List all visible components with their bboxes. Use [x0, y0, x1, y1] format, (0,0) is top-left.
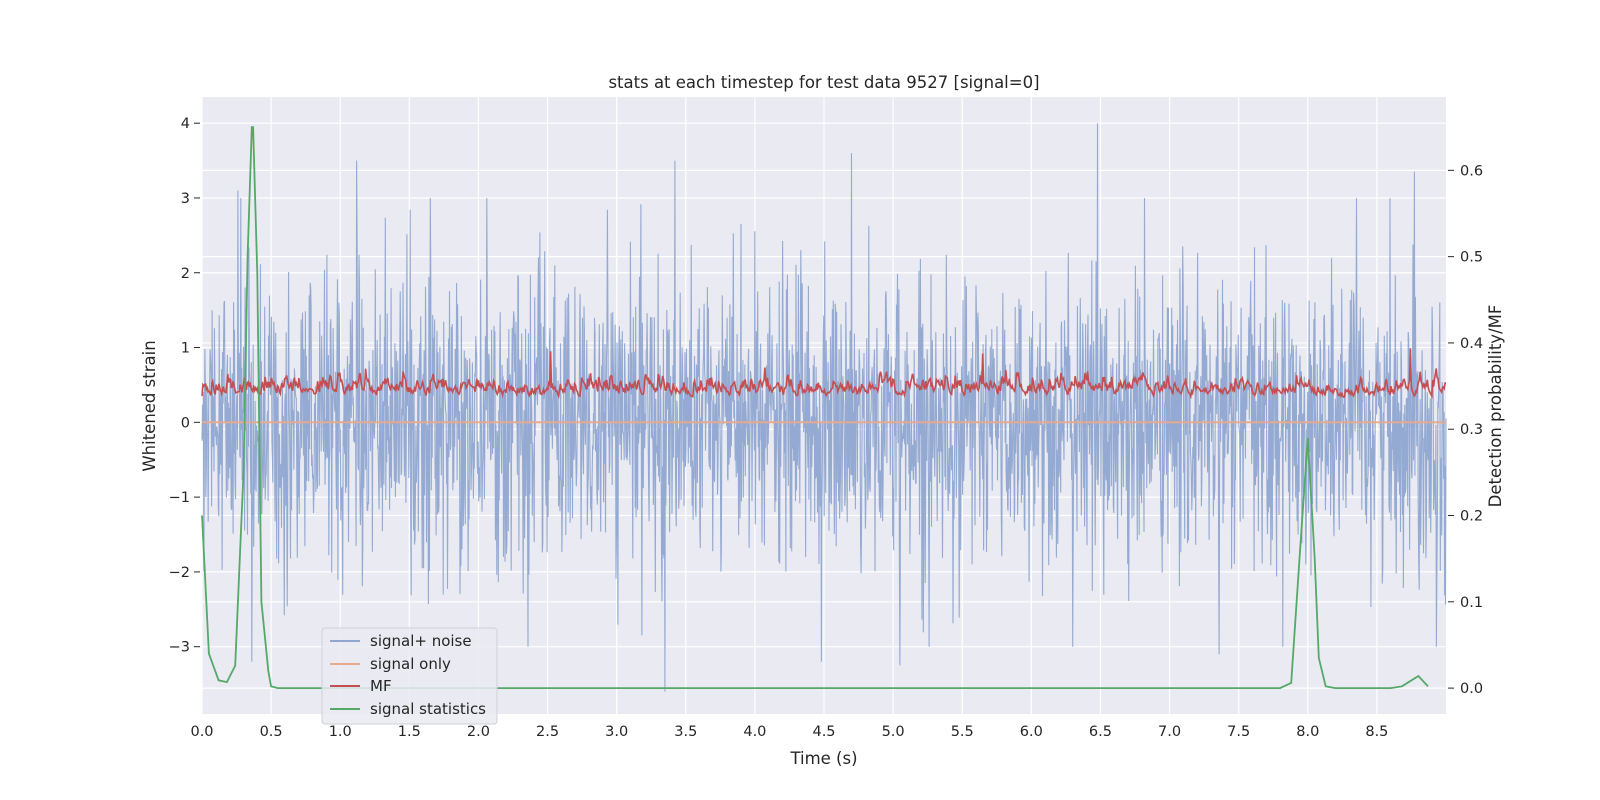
series-signal-noise — [201, 123, 1447, 692]
x-tick-label: 5.0 — [882, 724, 905, 740]
y-tick-label: 2 — [181, 266, 190, 282]
y-tick-label: 1 — [181, 341, 190, 357]
axis-ticks: 0.0 0.5 1.0 1.5 2.0 2.5 3.0 3.5 4.0 4.5 5.0 5.5 6.0 6… — [169, 116, 1483, 740]
legend-box — [321, 627, 498, 725]
series-mf — [201, 348, 1446, 400]
x-tick-label: 4.5 — [812, 724, 835, 740]
y2-tick-label: 0.1 — [1460, 595, 1483, 611]
x-tick-label: 4.0 — [743, 724, 766, 740]
y2-tick-label: 0.0 — [1460, 681, 1483, 697]
x-tick-label: 2.5 — [536, 724, 559, 740]
y2-tick-label: 0.6 — [1460, 163, 1483, 179]
y2-tick-label: 0.3 — [1460, 422, 1483, 438]
x-tick-label: 3.5 — [674, 724, 697, 740]
x-tick-label: 1.0 — [329, 724, 352, 740]
x-tick-label: 7.5 — [1227, 724, 1250, 740]
y-tick-label: −2 — [169, 565, 190, 581]
chart-title: stats at each timestep for test data 952… — [608, 73, 1039, 92]
x-tick-label: 8.5 — [1365, 724, 1388, 740]
legend-label-signal-only: signal only — [370, 655, 451, 673]
x-tick-label: 3.0 — [605, 724, 628, 740]
y2-tick-label: 0.5 — [1460, 250, 1483, 266]
legend-label-signal-noise: signal+ noise — [370, 632, 472, 650]
y-tick-label: −3 — [169, 640, 190, 656]
y-tick-label: 0 — [181, 415, 190, 431]
mf-line — [201, 348, 1446, 400]
y-tick-label: 3 — [181, 191, 190, 207]
y2-tick-label: 0.4 — [1460, 336, 1483, 352]
y2-tick-label: 0.2 — [1460, 509, 1483, 525]
series-signal-statistics — [201, 126, 1429, 689]
x-tick-label: 6.5 — [1089, 724, 1112, 740]
legend-label-mf: MF — [370, 677, 392, 695]
x-axis-label: Time (s) — [789, 749, 857, 768]
y2-axis-label: Detection probability/MF — [1486, 305, 1505, 508]
x-tick-label: 2.0 — [467, 724, 490, 740]
x-tick-label: 1.5 — [398, 724, 421, 740]
x-tick-label: 0.5 — [260, 724, 283, 740]
signal-statistics-line — [201, 126, 1429, 689]
y-axis-label: Whitened strain — [140, 340, 159, 471]
x-tick-label: 6.0 — [1020, 724, 1043, 740]
x-tick-label: 5.5 — [951, 724, 974, 740]
y-tick-label: 4 — [181, 116, 190, 132]
x-tick-label: 0.0 — [190, 724, 213, 740]
x-tick-label: 8.0 — [1296, 724, 1319, 740]
x-tick-label: 7.0 — [1158, 724, 1181, 740]
legend: signal+ noise signal only MF signal stat… — [321, 627, 498, 725]
y-tick-label: −1 — [169, 490, 190, 506]
legend-label-signal-statistics: signal statistics — [370, 700, 486, 718]
signal-noise-line — [201, 123, 1447, 692]
